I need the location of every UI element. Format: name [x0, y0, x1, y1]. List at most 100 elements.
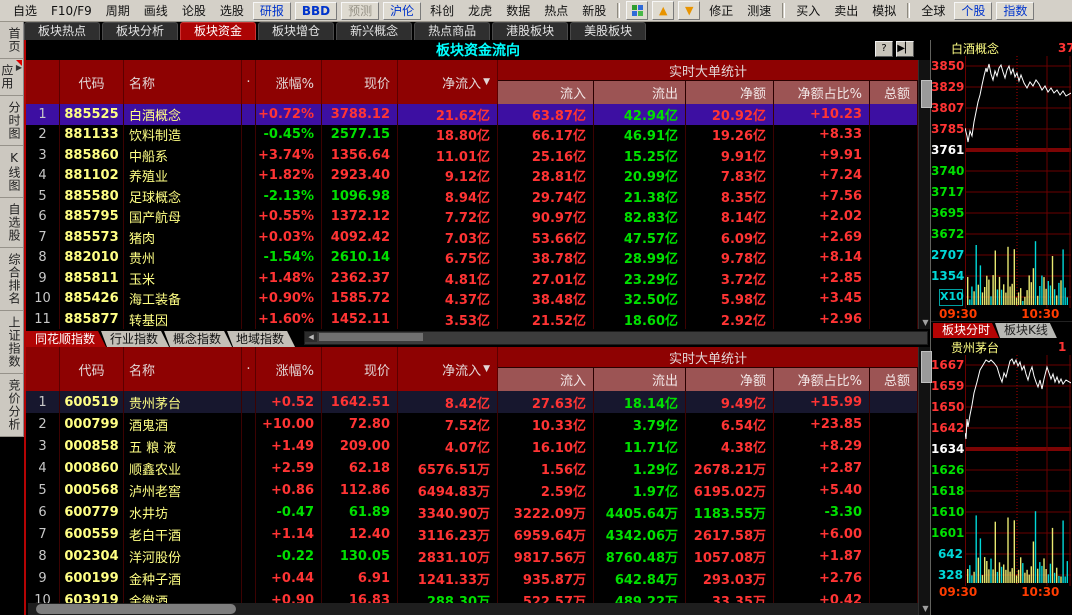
table-row[interactable]: 1 885525 白酒概念 +0.72% 3788.12 21.62亿 63.87亿 42.9… [26, 104, 918, 125]
sidebar-item[interactable]: K线图 [0, 146, 23, 198]
menu-item[interactable]: 指数 [996, 1, 1035, 20]
table-row[interactable]: 3 000858 五 粮 液 +1.49 209.00 4.07亿 16.10亿 11.71亿… [26, 435, 918, 457]
table-row[interactable]: 2 881133 饮料制造 -0.45% 2577.15 18.80亿 66.17亿 46.9… [26, 124, 918, 145]
menu-item[interactable]: 选股 [219, 4, 244, 18]
table-row[interactable]: 7 600559 老白干酒 +1.14 12.40 3116.23万 6959.64万 434… [26, 523, 918, 545]
table-row[interactable]: 7 885573 猪肉 +0.03% 4092.42 7.03亿 53.66亿 47.57亿 6… [26, 227, 918, 248]
module-tab[interactable]: 热点商品 [414, 22, 491, 40]
module-tab[interactable]: 港股板块 [492, 22, 569, 40]
table-row[interactable]: 10 885426 海工装备 +0.90% 1585.72 4.37亿 38.48亿 32.5… [26, 288, 918, 309]
col-ratio[interactable]: 净额占比% [774, 80, 870, 104]
scrollbar-thumb[interactable] [319, 333, 424, 341]
scrollbar-thumb[interactable] [36, 604, 236, 614]
menu-item[interactable]: 买入 [796, 4, 821, 18]
group-header-realtime-orders[interactable]: 实时大单统计 [668, 351, 747, 367]
menu-item[interactable]: 周期 [105, 4, 130, 18]
table-row[interactable]: 6 885795 国产航母 +0.55% 1372.12 7.72亿 90.97亿 82.83… [26, 206, 918, 227]
stock-table-hscrollbar[interactable] [28, 603, 918, 615]
sidebar-item[interactable]: 自选股 [0, 198, 23, 248]
arrow-down-icon[interactable]: ▼ [678, 1, 701, 20]
col-chg[interactable]: 涨幅% [256, 347, 322, 391]
col-netin[interactable]: 净流入 ▼ [398, 347, 498, 391]
col-total[interactable]: 总额 [870, 367, 918, 391]
table-row[interactable]: 2 000799 酒鬼酒 +10.00 72.80 7.52亿 10.33亿 3.79亿 6.5… [26, 413, 918, 435]
stock-table-scrollbar[interactable]: ▼ [918, 347, 932, 615]
table-row[interactable]: 5 885580 足球概念 -2.13% 1096.98 8.94亿 29.74亿 21.38… [26, 186, 918, 207]
menu-item[interactable]: 修正 [709, 4, 734, 18]
menu-item[interactable]: 沪伦 [383, 1, 422, 20]
bottom-intraday-chart[interactable] [965, 355, 1072, 586]
menu-item[interactable]: F10/F9 [51, 3, 92, 18]
scrollbar-thumb[interactable] [921, 80, 932, 108]
chart-tab[interactable]: 板块K线 [995, 323, 1057, 338]
help-button[interactable]: ? [875, 41, 893, 57]
col-total[interactable]: 总额 [870, 80, 918, 104]
menu-item[interactable]: BBD [294, 1, 338, 20]
scrollbar-thumb[interactable] [921, 351, 932, 383]
sidebar-item[interactable]: 首页 [0, 22, 23, 59]
sidebar-item[interactable]: 分时图 [0, 96, 23, 146]
table-row[interactable]: 8 002304 洋河股份 -0.22 130.05 2831.10万 9817.56万 87… [26, 545, 918, 567]
col-netin[interactable]: 净流入 ▼ [398, 60, 498, 104]
module-tab[interactable]: 板块热点 [24, 22, 101, 40]
col-price[interactable]: 现价 [322, 347, 398, 391]
col-rownum[interactable] [26, 347, 60, 391]
table-row[interactable]: 6 600779 水井坊 -0.47 61.89 3340.90万 3222.09万 4405… [26, 501, 918, 523]
menu-item[interactable]: 卖出 [834, 4, 859, 18]
index-tab[interactable]: 概念指数 [164, 331, 232, 347]
sidebar-item[interactable]: ▶ 应用 [0, 59, 23, 96]
menu-item[interactable]: 科创 [430, 4, 455, 18]
table-row[interactable]: 4 000860 顺鑫农业 +2.59 62.18 6576.51万 1.56亿 1.29亿 2… [26, 457, 918, 479]
table-row[interactable]: 5 000568 泸州老窖 +0.86 112.86 6494.83万 2.59亿 1.97亿… [26, 479, 918, 501]
col-dot[interactable]: · [242, 347, 256, 391]
menu-item[interactable]: 画线 [143, 4, 168, 18]
col-code[interactable]: 代码 [60, 347, 124, 391]
col-inflow[interactable]: 流入 [498, 80, 594, 104]
col-chg[interactable]: 涨幅% [256, 60, 322, 104]
module-tab[interactable]: 板块资金 [180, 22, 257, 40]
group-header-realtime-orders[interactable]: 实时大单统计 [668, 64, 747, 80]
table-row[interactable]: 9 885811 玉米 +1.48% 2362.37 4.81亿 27.01亿 23.29亿 3… [26, 268, 918, 289]
menu-item[interactable]: 研报 [252, 1, 291, 20]
col-inflow[interactable]: 流入 [498, 367, 594, 391]
top-intraday-chart[interactable] [965, 56, 1072, 308]
sidebar-item[interactable]: 综合排名 [0, 248, 23, 311]
sidebar-item[interactable]: 竞价分析 [0, 374, 23, 437]
index-tab[interactable]: 地域指数 [227, 331, 295, 347]
table-row[interactable]: 1 600519 贵州茅台 +0.52 1642.51 8.42亿 27.63亿 18.14亿… [26, 391, 918, 413]
table-row[interactable]: 8 882010 贵州 -1.54% 2610.14 6.75亿 38.78亿 28.99亿 9… [26, 247, 918, 268]
menu-item[interactable]: 测速 [747, 4, 772, 18]
table-row[interactable]: 11 885877 转基因 +1.60% 1452.11 3.53亿 21.52亿 18.60… [26, 309, 918, 329]
table-row[interactable]: 3 885860 中船系 +3.74% 1356.64 11.01亿 25.16亿 15.25… [26, 145, 918, 166]
col-rownum[interactable] [26, 60, 60, 104]
menu-item[interactable]: 全球 [921, 4, 946, 18]
col-outflow[interactable]: 流出 [594, 80, 686, 104]
index-tab-scrollbar[interactable]: ◀ [304, 331, 928, 345]
menu-item[interactable]: 个股 [954, 1, 993, 20]
scroll-left-icon[interactable]: ◀ [305, 332, 318, 342]
chart-tab[interactable]: 板块分时 [933, 323, 999, 338]
module-tab[interactable]: 板块分析 [102, 22, 179, 40]
scroll-down-icon[interactable]: ▼ [922, 604, 929, 613]
menu-item[interactable]: 模拟 [872, 4, 897, 18]
col-net[interactable]: 净额 [686, 367, 774, 391]
index-tab[interactable]: 行业指数 [101, 331, 169, 347]
menu-item[interactable]: 数据 [506, 4, 531, 18]
col-net[interactable]: 净额 [686, 80, 774, 104]
arrow-up-icon[interactable]: ▲ [652, 1, 675, 20]
chart-grid-icon[interactable] [626, 1, 649, 20]
col-price[interactable]: 现价 [322, 60, 398, 104]
menu-item[interactable]: 预测 [341, 1, 380, 20]
index-tab[interactable]: 同花顺指数 [26, 331, 106, 347]
module-tab[interactable]: 板块增仓 [258, 22, 335, 40]
sector-table-scrollbar[interactable]: ▼ [918, 60, 932, 329]
col-ratio[interactable]: 净额占比% [774, 367, 870, 391]
table-row[interactable]: 4 881102 养殖业 +1.82% 2923.40 9.12亿 28.81亿 20.99亿… [26, 165, 918, 186]
collapse-right-icon[interactable]: ▶▏ [896, 41, 914, 57]
col-code[interactable]: 代码 [60, 60, 124, 104]
col-dot[interactable]: · [242, 60, 256, 104]
module-tab[interactable]: 新兴概念 [336, 22, 413, 40]
col-name[interactable]: 名称 [124, 347, 242, 391]
scroll-down-icon[interactable]: ▼ [922, 318, 929, 327]
menu-item[interactable]: 论股 [181, 4, 206, 18]
